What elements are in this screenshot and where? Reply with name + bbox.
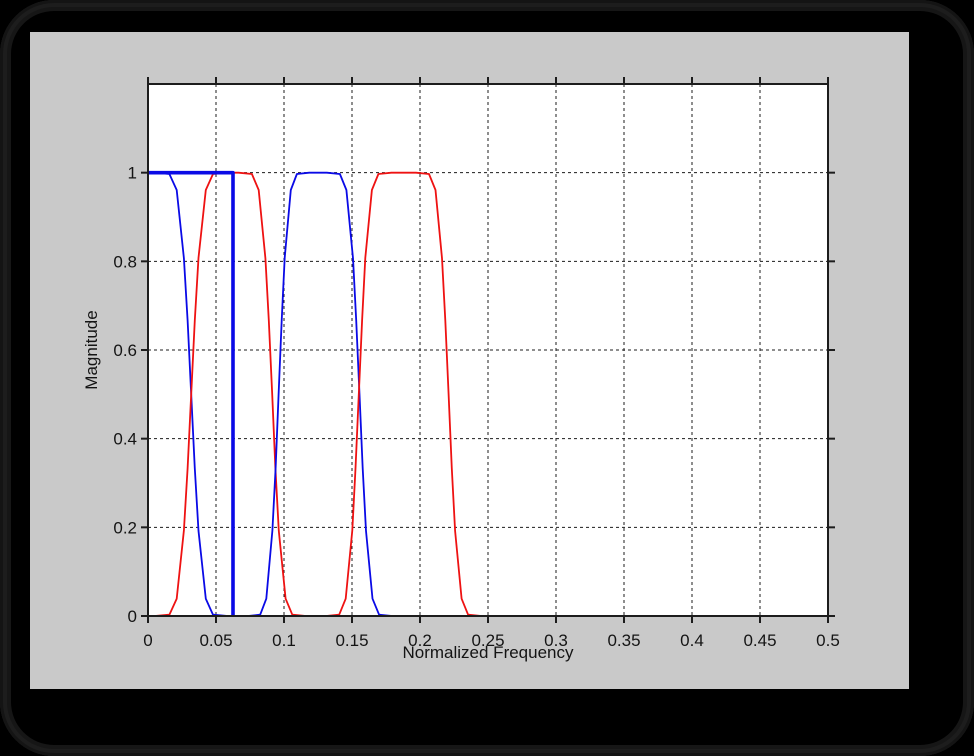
x-tick-label: 0 xyxy=(143,631,152,650)
x-tick-label: 0.4 xyxy=(680,631,704,650)
x-tick-label: 0.25 xyxy=(471,631,504,650)
x-tick-label: 0.1 xyxy=(272,631,296,650)
x-tick-label: 0.15 xyxy=(335,631,368,650)
y-tick-label: 0.6 xyxy=(113,341,137,360)
x-tick-label: 0.05 xyxy=(199,631,232,650)
y-tick-label: 0.2 xyxy=(113,518,137,537)
y-tick-label: 0 xyxy=(128,607,137,626)
y-tick-label: 0.8 xyxy=(113,252,137,271)
axes-box xyxy=(147,83,829,617)
series-band2-blue xyxy=(148,171,828,617)
figure-window: 0 0.05 0.1 0.15 0.2 0.25 0.3 0.35 0.4 0.45 0.5 0 0.2… xyxy=(30,32,909,689)
y-tick-label: 1 xyxy=(128,164,137,183)
x-tick-label: 0.45 xyxy=(743,631,776,650)
plot-canvas: 0 0.05 0.1 0.15 0.2 0.25 0.3 0.35 0.4 0.45 0.5 0 0.2… xyxy=(30,32,909,689)
series-ideal-lowpass-thick-blue xyxy=(148,170,235,616)
x-tick-label: 0.5 xyxy=(816,631,840,650)
y-tick-label: 0.4 xyxy=(113,430,137,449)
y-axis-title: Magnitude xyxy=(82,310,101,390)
x-tick-label: 0.2 xyxy=(408,631,432,650)
x-tick-label: 0.35 xyxy=(607,631,640,650)
series-band3-red xyxy=(148,171,828,617)
x-tick-label: 0.3 xyxy=(544,631,568,650)
x-axis-title: Normalized Frequency xyxy=(402,643,574,662)
